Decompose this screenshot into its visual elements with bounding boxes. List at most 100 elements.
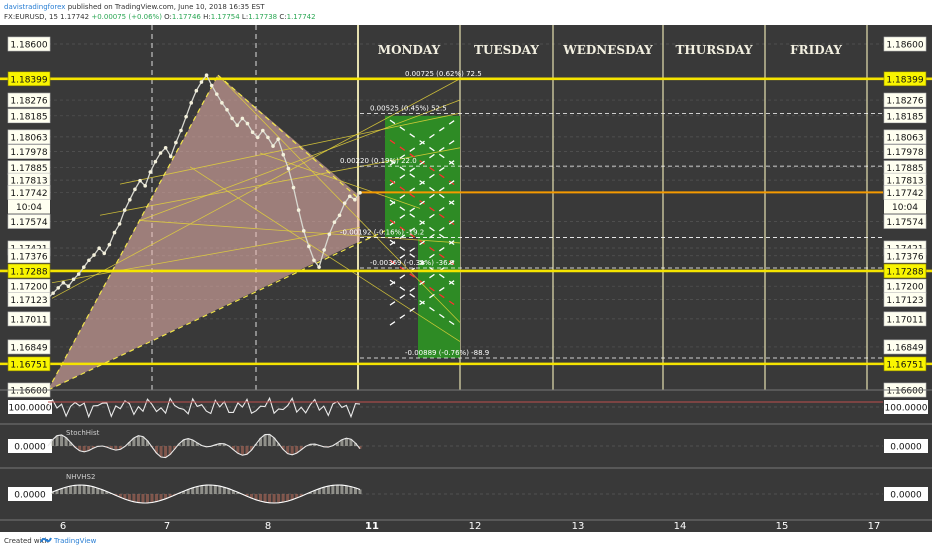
projection-stripe	[389, 199, 456, 246]
day-label: TUESDAY	[474, 43, 539, 57]
indicator-value: 0.0000	[14, 491, 46, 501]
price-tick-label: 1.17011	[886, 315, 923, 325]
price-point	[307, 244, 311, 249]
time-tag-label: 10:04	[892, 203, 918, 213]
price-label-box	[7, 339, 51, 355]
price-tick-label: 1.18063	[10, 133, 47, 143]
open-key: O:	[164, 13, 172, 21]
time-axis: 6 7 8 11 12 13 14 15 17	[0, 519, 932, 532]
price-point	[204, 73, 209, 77]
trend-line	[51, 226, 361, 284]
price-point	[240, 116, 245, 121]
price-tick-label: 1.17376	[10, 252, 47, 262]
projection-label: -0.00889 (-0.76%) -88.9	[405, 349, 489, 357]
price-point	[87, 258, 91, 263]
price-point	[174, 140, 178, 145]
price-point	[266, 135, 270, 140]
price-point	[250, 130, 255, 135]
price-series	[46, 73, 362, 301]
indicator-name: NHVHS2	[66, 473, 95, 481]
price-point	[235, 123, 240, 128]
price-label-box	[883, 92, 927, 108]
price-label-box	[7, 92, 51, 108]
price-point	[117, 222, 122, 226]
projection-stripe	[389, 279, 456, 326]
price-tick-label: 1.16600	[886, 387, 923, 397]
open-value: 1.17746	[171, 13, 201, 21]
price-point	[97, 246, 101, 250]
price-point	[220, 101, 224, 105]
price-point	[317, 265, 321, 269]
time-tick-label: 17	[868, 521, 881, 532]
trend-line	[51, 78, 461, 299]
price-tick-label: 1.17978	[10, 148, 47, 158]
price-tick-label: 1.18399	[886, 75, 923, 85]
price-point	[66, 284, 71, 289]
time-tick-label: 13	[572, 521, 585, 532]
indicator-value: 0.0000	[890, 491, 922, 501]
price-point	[327, 232, 332, 237]
trend-line	[139, 220, 461, 244]
price-label-box	[883, 36, 927, 52]
price-point	[51, 291, 55, 295]
projection-stripe	[389, 239, 456, 286]
day-label: MONDAY	[378, 43, 441, 57]
price-tick-label: 1.17813	[886, 177, 923, 187]
time-tick-label: 15	[776, 521, 789, 532]
day-label: THURSDAY	[675, 43, 752, 57]
header-bar: davistradingforex published on TradingVi…	[0, 0, 932, 25]
price-tick-label: 1.17200	[10, 283, 47, 293]
price-label-box	[7, 311, 51, 327]
time-tick-label: 11	[365, 521, 379, 532]
low-value: 1.17738	[248, 13, 278, 21]
price-point	[179, 128, 183, 133]
price-tick-label: 1.16849	[10, 343, 47, 353]
price-point	[301, 229, 306, 233]
price-label-box	[7, 263, 51, 279]
price-tick-label: 1.18276	[10, 97, 47, 107]
price-point	[143, 184, 147, 188]
price-label-box	[7, 356, 51, 372]
price-label-box	[883, 263, 927, 279]
indicator-value-box	[884, 439, 928, 453]
symbol-label: FX:EURUSD, 15	[4, 13, 58, 21]
indicator-value: 100.0000	[885, 404, 928, 414]
price-tick-label: 1.16600	[10, 387, 47, 397]
day-label: FRIDAY	[790, 43, 842, 57]
ohlc-line: FX:EURUSD, 15 1.17742 +0.00075 (+0.06%) …	[4, 13, 316, 21]
trend-line	[189, 166, 461, 342]
trend-line	[139, 99, 461, 221]
price-tick-label: 1.17813	[10, 177, 47, 187]
price-label-box	[883, 108, 927, 124]
current-price-tag	[7, 185, 51, 200]
price-label-box	[883, 339, 927, 355]
price-point	[332, 220, 337, 224]
price-label-box	[7, 144, 51, 159]
price-point	[163, 146, 168, 150]
publish-line: davistradingforex published on TradingVi…	[4, 3, 265, 11]
price-point	[61, 280, 66, 285]
tradingview-link[interactable]: TradingView	[54, 537, 97, 545]
price-point	[184, 114, 188, 119]
author-link[interactable]: davistradingforex	[4, 3, 66, 11]
price-point	[158, 151, 163, 155]
price-chart[interactable]: MONDAY TUESDAY WEDNESDAY THURSDAY FRIDAY 0.0…	[0, 25, 932, 532]
time-tick-label: 8	[265, 521, 271, 532]
price-label-box	[7, 129, 51, 145]
price-label-box	[883, 129, 927, 145]
time-tag-label: 10:04	[16, 203, 42, 213]
price-point	[281, 152, 286, 157]
price-point	[82, 265, 86, 269]
projection-label: 0.00220 (0.19%) 22.0	[340, 157, 417, 165]
projection-stripe	[389, 259, 456, 306]
price-point	[312, 258, 316, 263]
time-tick-label: 6	[60, 521, 66, 532]
projection-stripe	[389, 219, 456, 266]
price-point	[342, 201, 347, 205]
price-point	[255, 135, 260, 140]
change-label: +0.00075 (+0.06%)	[91, 13, 162, 21]
price-point	[112, 230, 117, 235]
current-price-value: 1.17742	[10, 189, 47, 199]
indicator-value-box	[8, 439, 52, 453]
price-point	[107, 242, 112, 247]
